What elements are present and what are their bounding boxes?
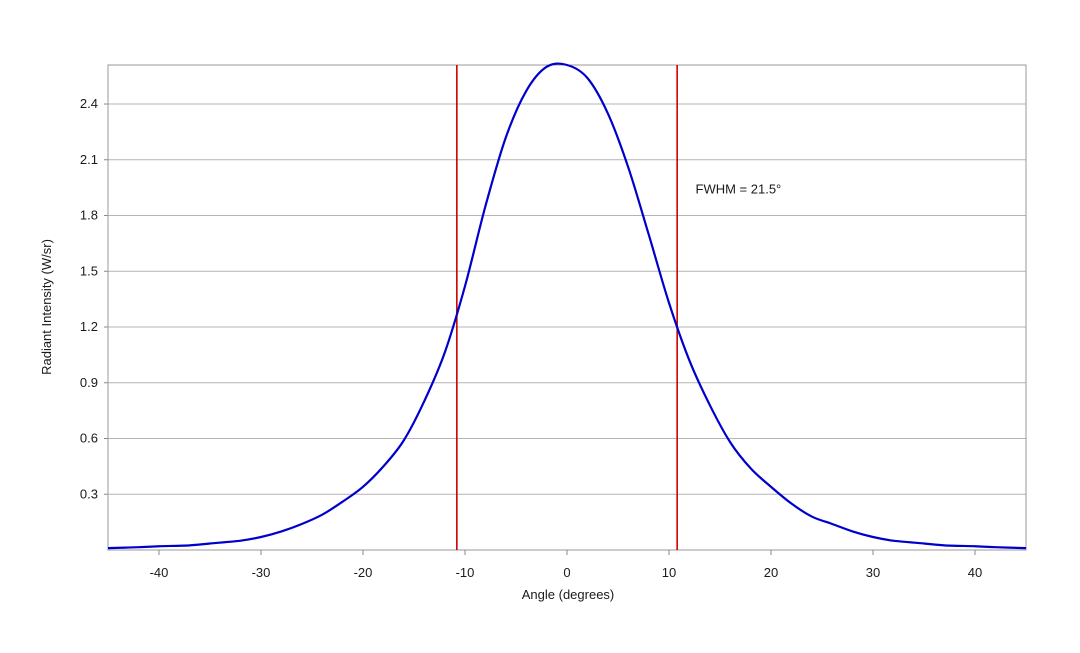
y-tick-label: 0.9 <box>80 375 98 390</box>
x-tick-label: 40 <box>968 565 982 580</box>
x-tick-label: -30 <box>252 565 271 580</box>
x-tick-label: 30 <box>866 565 880 580</box>
grid-layer <box>108 103 1026 495</box>
y-tick-label: 2.1 <box>80 152 98 167</box>
intensity-curve <box>107 62 1027 550</box>
y-tick-label: 1.2 <box>80 319 98 334</box>
marker-layer <box>456 65 678 550</box>
label-layer: Angle (degrees) Radiant Intensity (W/sr)… <box>39 182 781 602</box>
y-tick-label: 0.6 <box>80 431 98 446</box>
axis-layer: 0.3 0.6 0.9 1.2 1.5 1.8 2.1 2.4 -40 -30 -20 -10 0 10 2… <box>80 64 1027 580</box>
y-tick-label: 1.5 <box>80 263 98 278</box>
x-tick-label: -20 <box>354 565 373 580</box>
fwhm-annotation: FWHM = 21.5° <box>696 182 782 197</box>
y-axis-title: Radiant Intensity (W/sr) <box>39 239 54 375</box>
x-tick-label: 20 <box>764 565 778 580</box>
plot-frame <box>107 64 1027 551</box>
x-axis-title: Angle (degrees) <box>522 587 615 602</box>
series-layer <box>107 62 1027 550</box>
y-tick-label: 0.3 <box>80 486 98 501</box>
y-tick-label: 1.8 <box>80 208 98 223</box>
x-tick-label: -10 <box>456 565 475 580</box>
x-tick-label: 0 <box>563 565 570 580</box>
y-tick-label: 2.4 <box>80 96 98 111</box>
x-tick-label: 10 <box>662 565 676 580</box>
x-tick-label: -40 <box>150 565 169 580</box>
